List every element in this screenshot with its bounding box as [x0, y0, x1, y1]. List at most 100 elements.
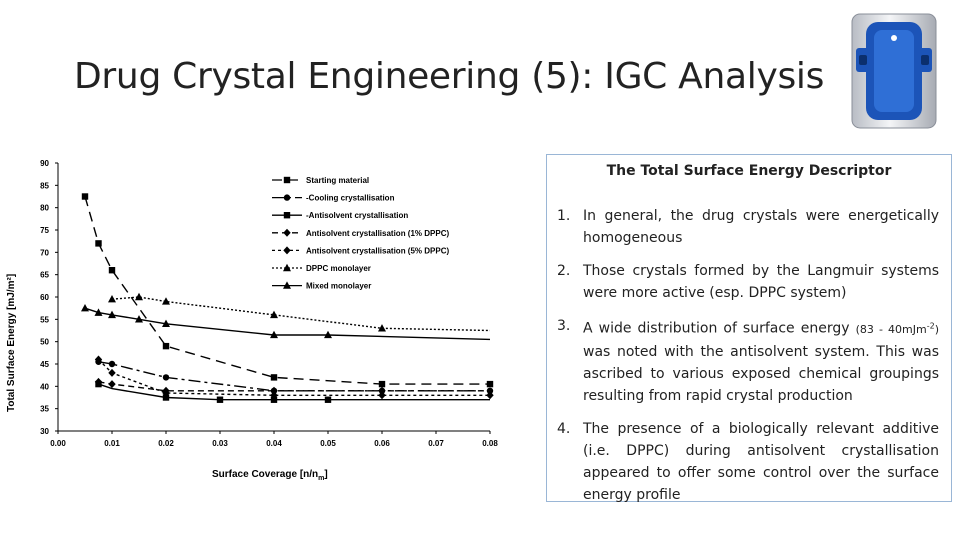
data-point: [108, 368, 116, 377]
x-axis-label: Surface Coverage [n/nm]: [212, 469, 328, 482]
x-tick-label: 0.01: [104, 439, 120, 448]
data-point: [270, 391, 278, 400]
info-box-title: The Total Surface Energy Descriptor: [606, 163, 892, 179]
data-point: [108, 310, 116, 319]
series-1: [81, 193, 494, 388]
energy-range-sup: -2: [926, 321, 935, 330]
legend-marker: [283, 176, 291, 184]
info-box: The Total Surface Energy Descriptor 1. I…: [546, 154, 952, 503]
data-point: [378, 324, 386, 332]
x-tick-label: 0.00: [50, 439, 66, 448]
legend-marker: [283, 194, 291, 201]
slide-title: Drug Crystal Engineering (5): IGC Analys…: [74, 56, 825, 97]
legend-label: DPPC monolayer: [306, 264, 371, 273]
data-point: [162, 297, 170, 305]
y-tick-label: 60: [40, 293, 49, 302]
y-axis-label: Total Surface Energy [mJ/m²]: [6, 274, 17, 412]
list-item: 4. The presence of a biologically releva…: [557, 418, 939, 506]
y-tick-label: 30: [40, 427, 49, 436]
legend-label: Antisolvent crystallisation (1% DPPC): [306, 229, 449, 238]
energy-range-value: (83 - 40mJm: [855, 322, 927, 336]
y-tick-label: 80: [40, 204, 49, 213]
data-point: [324, 396, 332, 403]
series-line: [98, 383, 490, 401]
item-number: 2.: [557, 263, 571, 279]
data-point: [270, 310, 278, 319]
y-tick-label: 65: [40, 271, 49, 280]
item-number: 1.: [557, 208, 571, 224]
data-point: [95, 240, 102, 247]
data-point: [378, 391, 386, 400]
data-point: [135, 315, 143, 323]
y-tick-label: 55: [40, 315, 49, 324]
series-line: [84, 196, 490, 385]
data-point: [108, 360, 116, 368]
data-point: [81, 193, 89, 200]
legend-label: Mixed monolayer: [306, 282, 371, 291]
data-point: [94, 355, 103, 364]
x-tick-label: 0.08: [482, 439, 498, 448]
data-point: [162, 374, 170, 381]
data-point: [216, 396, 224, 403]
data-point: [108, 380, 116, 389]
x-tick-label: 0.06: [374, 439, 390, 448]
item-text: Those crystals formed by the Langmuir sy…: [583, 263, 939, 301]
legend-label: Starting material: [306, 176, 369, 185]
y-tick-label: 75: [40, 226, 49, 235]
item-text-part: A wide distribution of surface energy: [583, 320, 850, 337]
legend-marker: [283, 228, 291, 237]
energy-range: (83 - 40mJm-2): [855, 321, 939, 336]
x-tick-label: 0.02: [158, 439, 174, 448]
y-tick-label: 50: [40, 338, 49, 347]
data-point: [162, 389, 170, 398]
series-line: [84, 307, 491, 341]
data-point: [162, 394, 170, 401]
series-line: [111, 296, 491, 332]
energy-range-end: ): [934, 322, 939, 336]
data-point: [486, 380, 494, 388]
legend-marker: [283, 246, 291, 255]
data-point: [486, 391, 494, 400]
legend-label: Antisolvent crystallisation (5% DPPC): [306, 246, 449, 255]
info-list: 1. In general, the drug crystals were en…: [557, 205, 939, 517]
x-tick-label: 0.07: [428, 439, 444, 448]
data-point: [378, 380, 386, 388]
item-number: 3.: [557, 318, 571, 334]
ticks: 30 35 40 45 50 55 60 65 70 75 80 85 90 0.00 0.01 0.02 0.…: [40, 159, 498, 448]
series-7: [81, 303, 491, 341]
data-point: [324, 330, 332, 339]
list-item: 2. Those crystals formed by the Langmuir…: [557, 260, 939, 304]
data-point: [162, 342, 170, 350]
series-line: [98, 359, 490, 397]
igc-instrument-image: [851, 13, 937, 129]
surface-energy-chart: 30 35 40 45 50 55 60 65 70 75 80 85 90 0.00 0.01 0.02 0.…: [6, 159, 498, 482]
data-point: [162, 319, 170, 327]
legend-marker: [283, 263, 291, 272]
data-point: [270, 330, 278, 339]
y-tick-label: 40: [40, 382, 49, 391]
data-point: [270, 396, 278, 403]
legend-label: -Antisolvent crystallisation: [306, 211, 408, 220]
y-tick-label: 35: [40, 405, 49, 414]
data-point: [270, 374, 278, 381]
list-item: 1. In general, the drug crystals were en…: [557, 205, 939, 249]
series-6: [108, 292, 491, 332]
item-text: A wide distribution of surface energy (8…: [583, 315, 939, 407]
data-point: [108, 267, 116, 274]
series-2: [95, 358, 494, 394]
legend-label: -Cooling crystallisation: [306, 194, 395, 203]
list-item: 3. A wide distribution of surface energy…: [557, 315, 939, 407]
item-number: 4.: [557, 420, 571, 437]
item-text: In general, the drug crystals were energ…: [583, 208, 939, 246]
item-text-part: was noted with the antisolvent system. T…: [583, 343, 939, 404]
x-tick-label: 0.03: [212, 439, 228, 448]
x-tick-label: 0.04: [266, 439, 282, 448]
data-point: [81, 303, 89, 312]
data-point: [135, 292, 143, 301]
y-tick-label: 70: [40, 248, 49, 257]
item-text: The presence of a biologically relevant …: [583, 420, 939, 503]
x-tick-label: 0.05: [320, 439, 336, 448]
series-line: [98, 361, 490, 392]
data-point: [270, 386, 278, 395]
y-tick-label: 45: [40, 360, 49, 369]
